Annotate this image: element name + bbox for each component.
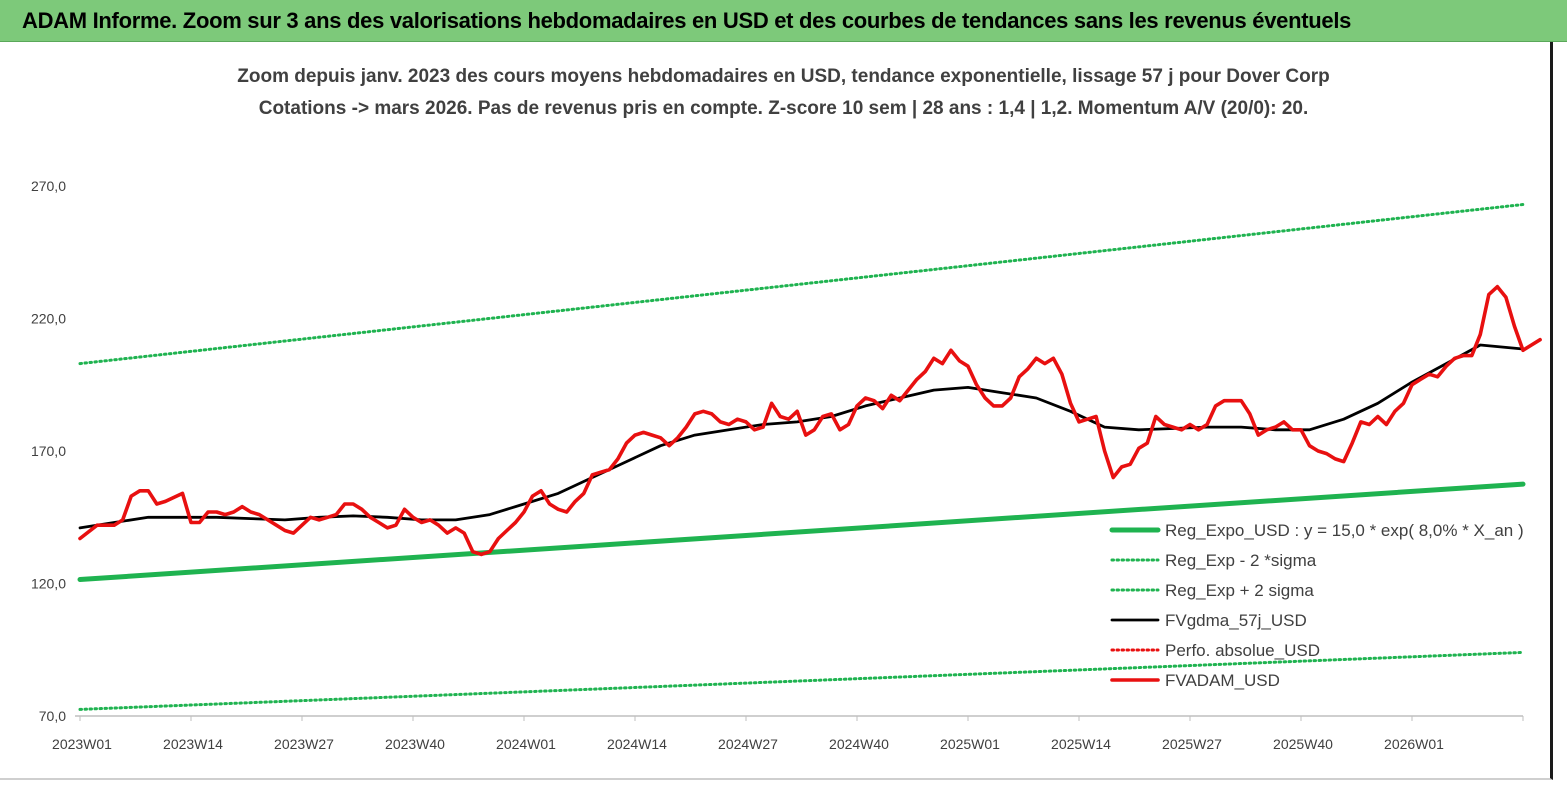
x-tick-label: 2025W40 bbox=[1273, 736, 1333, 752]
legend-label: FVgdma_57j_USD bbox=[1165, 611, 1307, 630]
chart-frame bbox=[0, 42, 1553, 780]
y-tick-label: 120,0 bbox=[31, 576, 66, 592]
chart-legend: Reg_Expo_USD : y = 15,0 * exp( 8,0% * X_… bbox=[1109, 521, 1524, 690]
report-title: ADAM Informe. Zoom sur 3 ans des valoris… bbox=[22, 8, 1352, 33]
regression-line bbox=[77, 481, 1526, 582]
x-tick-label: 2023W40 bbox=[385, 736, 445, 752]
x-tick-label: 2025W27 bbox=[1162, 736, 1222, 752]
report-banner: ADAM Informe. Zoom sur 3 ans des valoris… bbox=[0, 0, 1567, 42]
x-tick-label: 2025W14 bbox=[1051, 736, 1111, 752]
x-tick-label: 2024W01 bbox=[496, 736, 556, 752]
lower-band-line bbox=[78, 650, 1525, 711]
legend-label: Reg_Expo_USD : y = 15,0 * exp( 8,0% * X_… bbox=[1165, 521, 1524, 540]
y-tick-label: 170,0 bbox=[31, 443, 66, 459]
x-tick-label: 2025W01 bbox=[940, 736, 1000, 752]
y-tick-label: 220,0 bbox=[31, 311, 66, 327]
chart-subtitle: Cotations -> mars 2026. Pas de revenus p… bbox=[258, 98, 1309, 119]
x-tick-label: 2026W01 bbox=[1384, 736, 1444, 752]
chart-series bbox=[77, 203, 1542, 711]
x-tick-label: 2024W40 bbox=[829, 736, 889, 752]
chart-axes: 70,0 120,0 170,0 220,0 270,0 2023W01 2023W14 20… bbox=[31, 178, 1524, 752]
y-tick-label: 70,0 bbox=[39, 708, 66, 724]
x-tick-label: 2024W14 bbox=[607, 736, 667, 752]
upper-band-line bbox=[78, 203, 1525, 366]
y-tick-label: 270,0 bbox=[31, 178, 66, 194]
price-line bbox=[78, 284, 1542, 557]
x-tick-label: 2023W01 bbox=[52, 736, 112, 752]
chart-title: Zoom depuis janv. 2023 des cours moyens … bbox=[237, 66, 1330, 87]
x-tick-label: 2024W27 bbox=[718, 736, 778, 752]
moving-average-line bbox=[78, 343, 1525, 530]
legend-label: Reg_Exp - 2 *sigma bbox=[1165, 551, 1317, 570]
legend-label: Reg_Exp + 2 sigma bbox=[1165, 581, 1314, 600]
x-tick-label: 2023W27 bbox=[274, 736, 334, 752]
legend-label: Perfo. absolue_USD bbox=[1165, 641, 1320, 660]
x-tick-label: 2023W14 bbox=[163, 736, 223, 752]
legend-label: FVADAM_USD bbox=[1165, 671, 1280, 690]
